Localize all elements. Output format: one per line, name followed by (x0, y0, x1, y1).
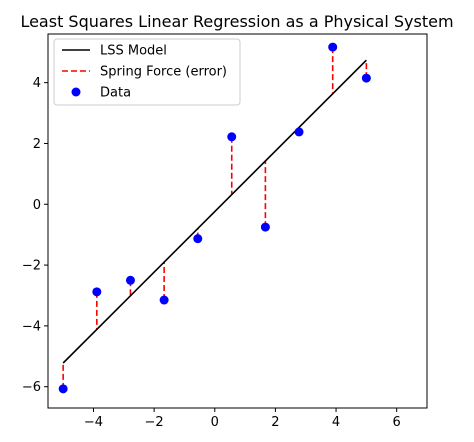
plot-content (58, 42, 371, 394)
lss-model-line (62, 59, 367, 364)
y-tick-label-5: 4 (33, 76, 41, 91)
data-point-3 (159, 295, 169, 305)
x-tick-label-0: −4 (84, 415, 103, 430)
data-point-4 (193, 234, 203, 244)
data-point-1 (92, 287, 102, 297)
y-tick-label-0: −6 (22, 380, 41, 395)
legend-label-0: LSS Model (100, 44, 167, 59)
data-point-5 (227, 132, 237, 142)
x-tick-label-3: 2 (271, 415, 279, 430)
legend-marker-swatch (71, 87, 81, 97)
data-point-0 (58, 384, 68, 394)
chart-title: Least Squares Linear Regression as a Phy… (20, 12, 453, 31)
legend: LSS Model Spring Force (error) Data (53, 38, 241, 106)
data-point-2 (125, 275, 135, 285)
x-tick-label-5: 6 (393, 415, 401, 430)
data-point-6 (260, 222, 270, 232)
legend-label-1: Spring Force (error) (100, 65, 227, 80)
x-tick-label-2: 0 (211, 415, 219, 430)
y-tick-label-3: 0 (33, 198, 41, 213)
plot-frame (47, 33, 428, 409)
data-point-9 (361, 73, 371, 83)
y-tick-label-4: 2 (33, 137, 41, 152)
y-axis: −6 −4 −2 0 2 4 (22, 76, 48, 395)
data-point-7 (294, 127, 304, 137)
legend-label-2: Data (100, 86, 131, 101)
data-point-8 (328, 42, 338, 52)
x-axis: −4 −2 0 2 4 6 (84, 408, 401, 430)
x-tick-label-1: −2 (145, 415, 164, 430)
y-tick-label-1: −4 (22, 319, 41, 334)
y-tick-label-2: −2 (22, 259, 41, 274)
x-tick-label-4: 4 (332, 415, 340, 430)
legend-box (53, 38, 241, 106)
